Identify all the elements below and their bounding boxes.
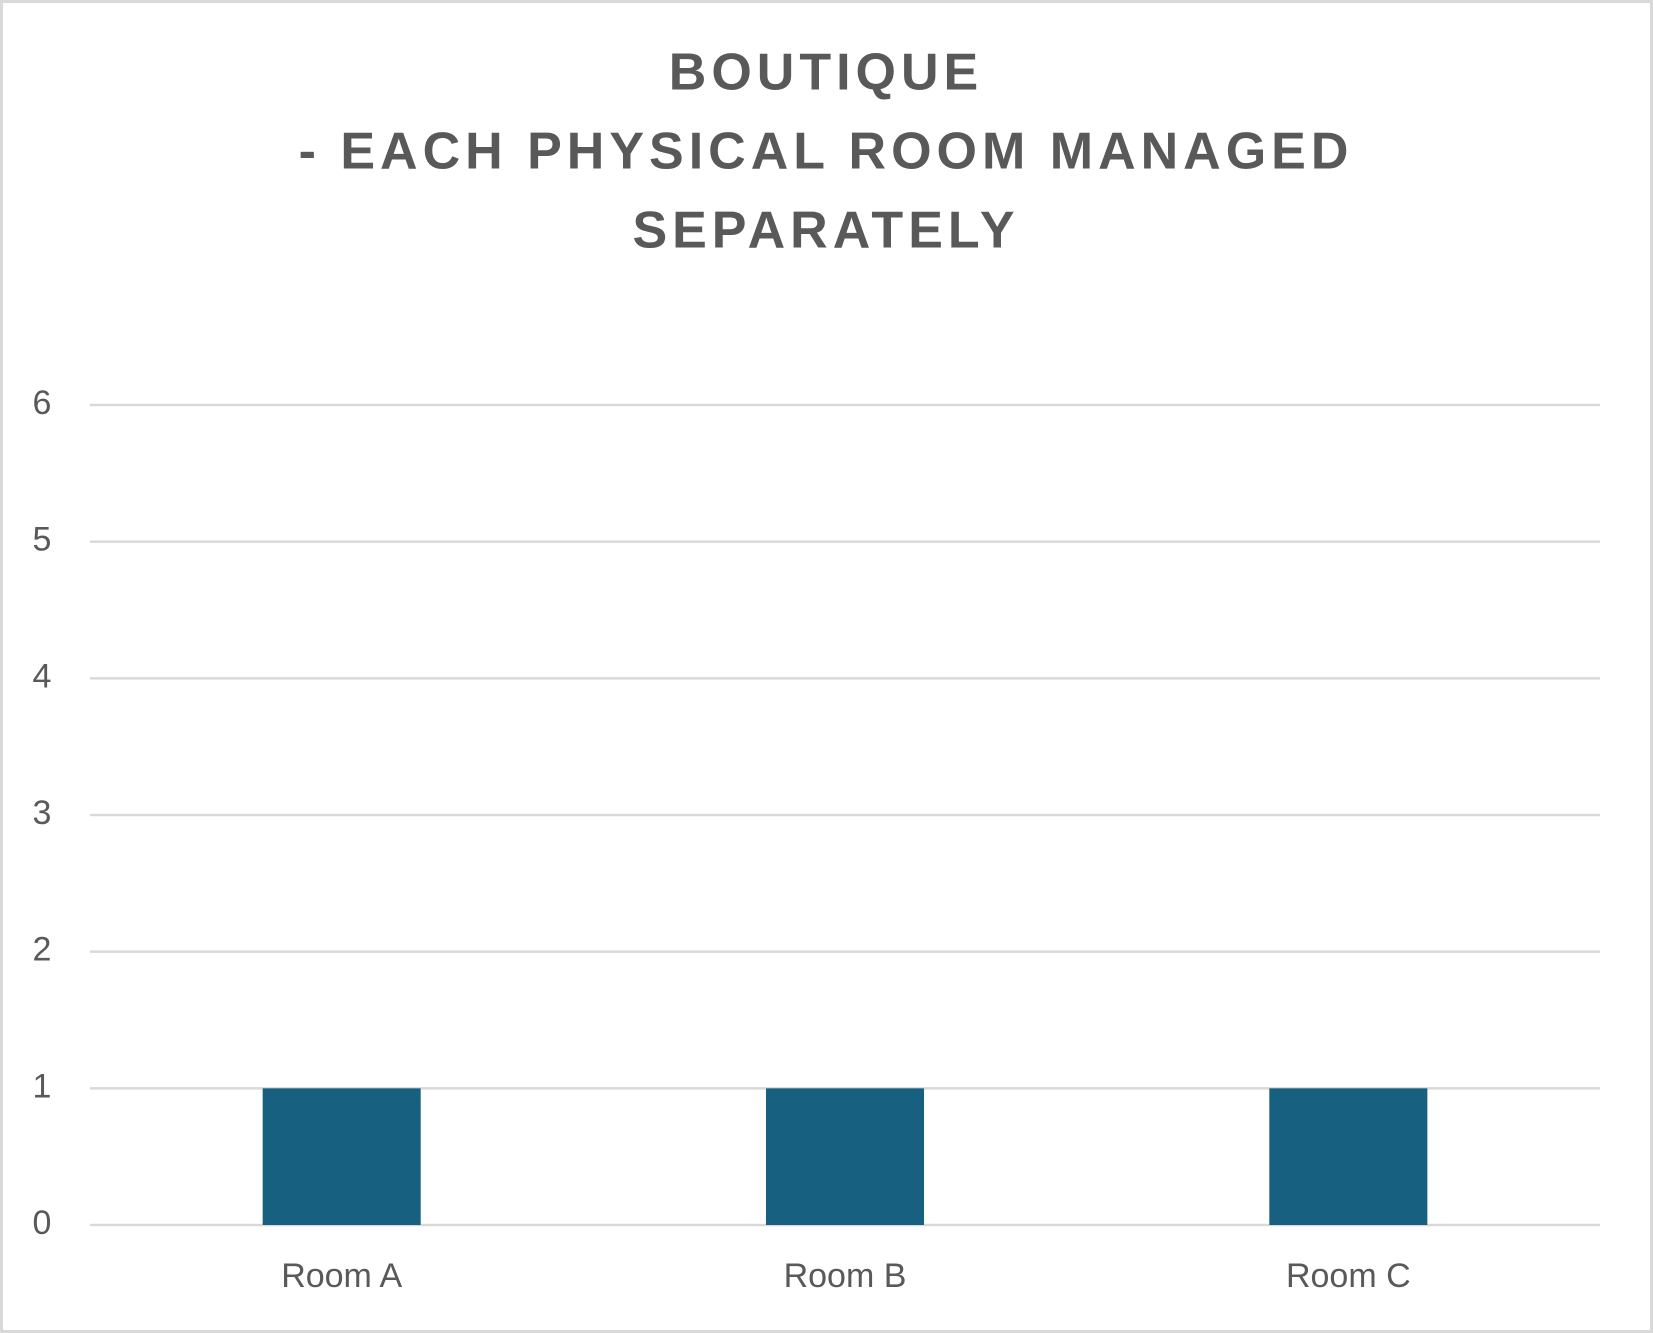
y-tick-label: 1	[33, 1067, 52, 1105]
y-tick-label: 5	[33, 521, 52, 559]
x-tick-label: Room A	[281, 1257, 402, 1295]
y-tick-label: 2	[33, 931, 52, 969]
chart-title: SEPARATELY	[632, 202, 1019, 260]
chart-title: BOUTIQUE	[669, 44, 983, 102]
bar	[1269, 1088, 1428, 1225]
bar	[262, 1088, 421, 1225]
chart-title: - EACH PHYSICAL ROOM MANAGED	[299, 123, 1354, 181]
y-tick-label: 0	[33, 1204, 52, 1242]
y-tick-label: 4	[33, 657, 52, 695]
x-tick-label: Room C	[1286, 1257, 1411, 1295]
x-tick-label: Room B	[784, 1257, 907, 1295]
bar	[765, 1088, 925, 1225]
y-tick-label: 6	[33, 384, 52, 422]
y-tick-label: 3	[33, 794, 52, 832]
